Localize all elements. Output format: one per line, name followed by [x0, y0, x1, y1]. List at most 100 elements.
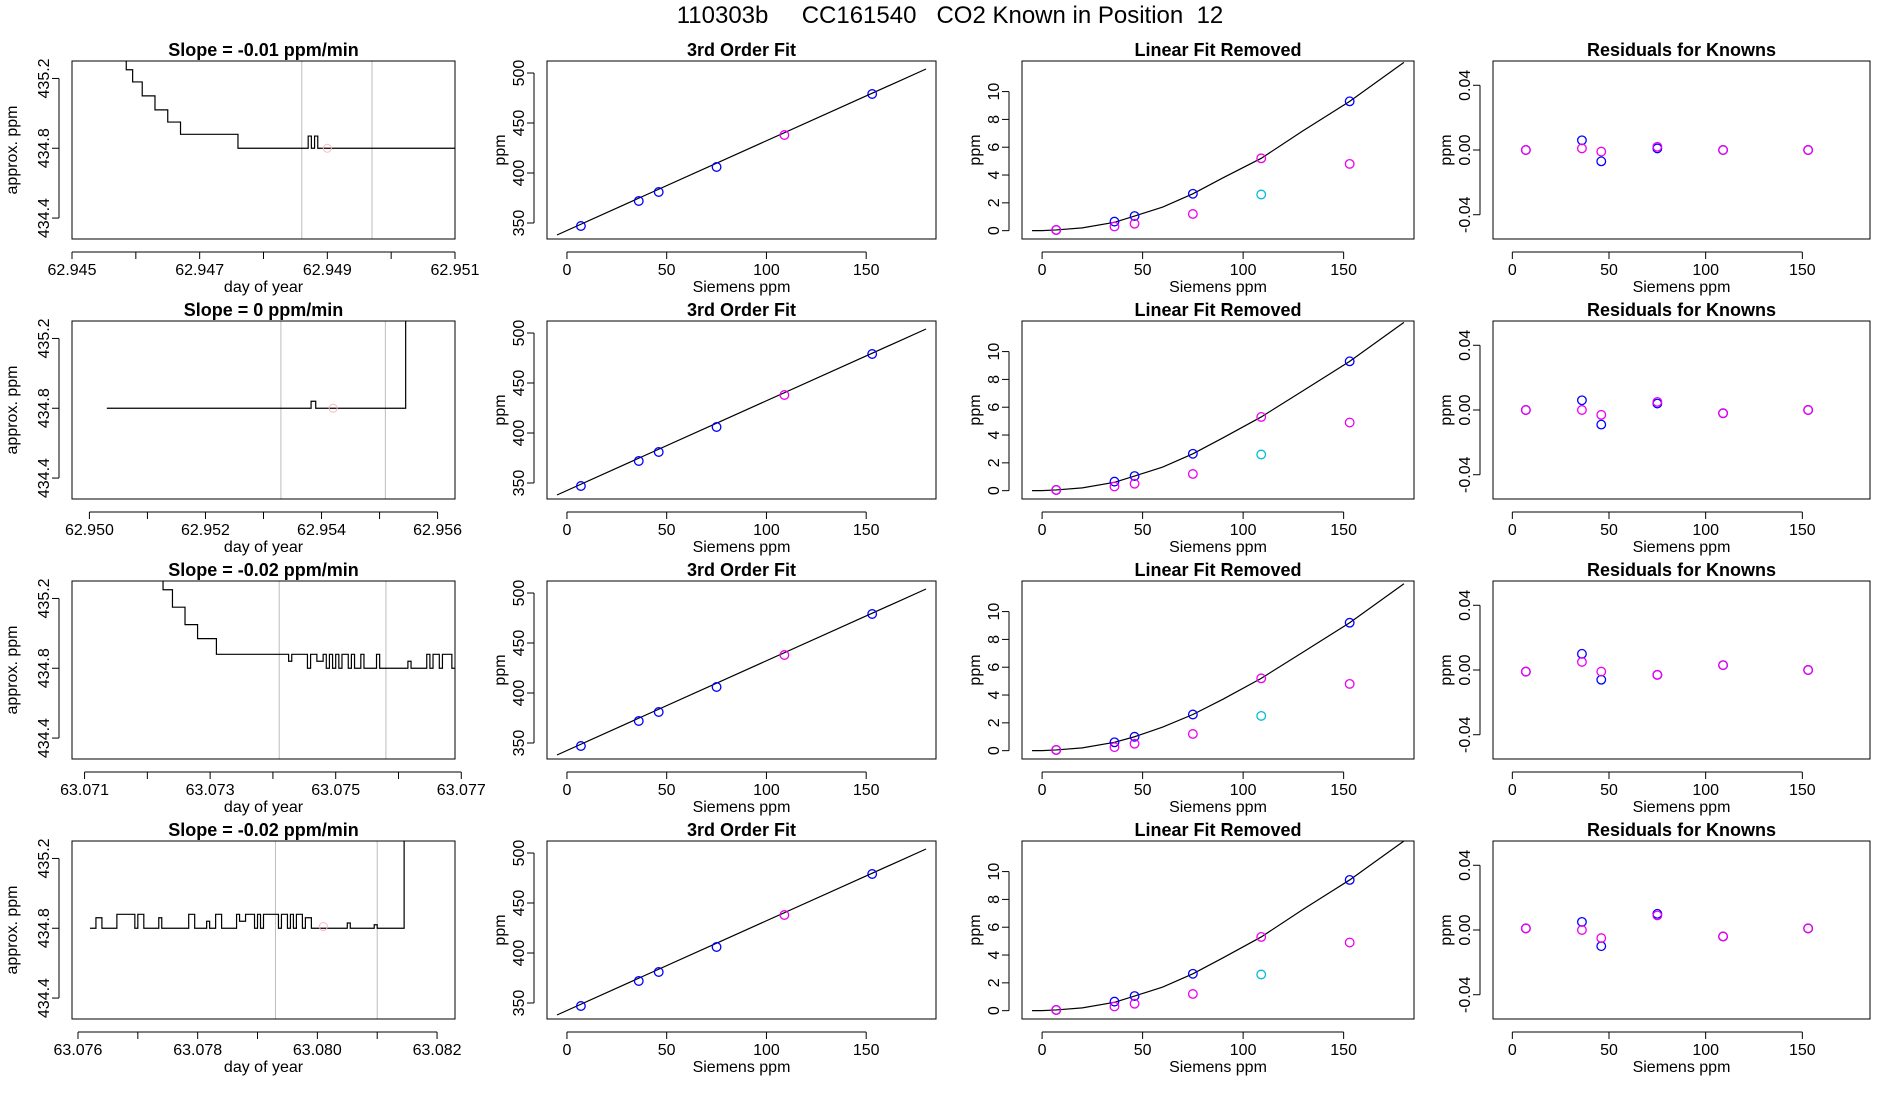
- point-blue: [1596, 941, 1607, 952]
- y-tick-label-500: 500: [511, 580, 528, 607]
- point-magenta: [1344, 158, 1355, 169]
- x-tick-label-62-954: 62.954: [297, 522, 346, 539]
- point-magenta: [1051, 485, 1062, 495]
- panel-title: 3rd Order Fit: [687, 300, 796, 320]
- y-axis-label: approx. ppm: [4, 366, 21, 455]
- point-blue: [1576, 648, 1587, 659]
- y-tick-label-0-04: 0.04: [1457, 330, 1474, 361]
- y-tick-label-500: 500: [511, 60, 528, 87]
- plot-area: [1032, 841, 1405, 1015]
- x-tick-label-150: 150: [1330, 522, 1357, 539]
- point-blue: [711, 942, 722, 952]
- panel-r3-c2: 3rd Order Fit 0 50 100 150 Siemens ppm 350 400 4…: [492, 560, 937, 816]
- panel-title: Linear Fit Removed: [1134, 820, 1301, 840]
- x-tick-label-100: 100: [1692, 522, 1719, 539]
- point-cyan: [1256, 969, 1267, 980]
- trace-line: [106, 321, 407, 409]
- point-blue: [1109, 216, 1120, 227]
- x-tick-label-0: 0: [1508, 1042, 1517, 1059]
- panel-title: Linear Fit Removed: [1134, 560, 1301, 580]
- point-magenta: [1344, 678, 1355, 689]
- point-blue: [1129, 211, 1140, 222]
- x-tick-label-100: 100: [1692, 262, 1719, 279]
- point-magenta: [1520, 145, 1531, 155]
- y-tick-label-10: 10: [986, 863, 1003, 881]
- panel-title: 3rd Order Fit: [687, 820, 796, 840]
- plot-area: [1032, 583, 1405, 755]
- y-tick-label-434-4: 434.4: [36, 718, 53, 758]
- y-axis-label: ppm: [492, 654, 509, 685]
- y-axis-label: ppm: [967, 134, 984, 165]
- panel-title: Residuals for Knowns: [1587, 820, 1776, 840]
- y-tick-label-400: 400: [511, 420, 528, 447]
- plot-area: [556, 588, 927, 756]
- point-blue: [867, 89, 878, 99]
- y-tick-label-2: 2: [986, 718, 1003, 727]
- x-tick-label-100: 100: [1230, 782, 1257, 799]
- y-tick-label-4: 4: [986, 170, 1003, 179]
- x-tick-label-150: 150: [1789, 522, 1816, 539]
- x-tick-label-62-947: 62.947: [175, 262, 224, 279]
- panel-title: Slope = -0.02 ppm/min: [168, 820, 359, 840]
- plot-frame: [1492, 580, 1871, 760]
- x-axis-label: Siemens ppm: [1633, 799, 1731, 816]
- panel-title: 3rd Order Fit: [687, 40, 796, 60]
- x-tick-label-150: 150: [1330, 1042, 1357, 1059]
- x-tick-label-50: 50: [1134, 782, 1152, 799]
- plot-area: [1520, 135, 1814, 167]
- y-tick-label-434-4: 434.4: [36, 458, 53, 498]
- y-tick-label-0: 0.00: [1457, 914, 1474, 945]
- point-magenta: [1718, 408, 1729, 419]
- y-tick-label-435-2: 435.2: [36, 578, 53, 618]
- plot-frame: [1021, 840, 1415, 1020]
- y-tick-label-350: 350: [511, 210, 528, 237]
- point-magenta: [1129, 738, 1140, 749]
- y-axis-label: ppm: [492, 134, 509, 165]
- panel-title: Slope = -0.01 ppm/min: [168, 40, 359, 60]
- plot-area: [89, 841, 405, 1019]
- plot-frame: [546, 840, 937, 1020]
- point-magenta: [1109, 1001, 1120, 1012]
- panel-title: Residuals for Knowns: [1587, 560, 1776, 580]
- panel-r4-c1: Slope = -0.02 ppm/min 63.076 63.078 63.080 6…: [4, 820, 462, 1076]
- x-tick-label-63-075: 63.075: [311, 782, 360, 799]
- y-tick-label-0: 0.00: [1457, 134, 1474, 165]
- point-blue: [1344, 617, 1355, 628]
- x-axis-label: Siemens ppm: [693, 1059, 791, 1076]
- point-magenta: [1109, 481, 1120, 492]
- y-axis-label: ppm: [1438, 134, 1455, 165]
- point-magenta: [1256, 932, 1267, 942]
- panel-title: Slope = 0 ppm/min: [184, 300, 344, 320]
- point-magenta: [1129, 478, 1140, 489]
- x-tick-label-100: 100: [753, 782, 780, 799]
- y-tick-label-6: 6: [986, 663, 1003, 672]
- point-blue: [867, 869, 878, 879]
- point-magenta: [1576, 405, 1587, 415]
- point-magenta: [1596, 409, 1607, 420]
- panel-r3-c4: Residuals for Knowns 0 50 100 150 Siemens ppm…: [1438, 560, 1871, 816]
- y-tick-label-8: 8: [986, 115, 1003, 124]
- point-magenta: [1652, 141, 1663, 152]
- point-magenta: [1256, 673, 1267, 684]
- x-axis-label: Siemens ppm: [1169, 539, 1267, 556]
- point-magenta: [1187, 469, 1198, 479]
- point-blue: [1129, 991, 1140, 1002]
- point-magenta: [1596, 933, 1607, 944]
- point-blue: [633, 196, 644, 206]
- point-blue: [1344, 96, 1355, 107]
- y-axis-label: ppm: [967, 914, 984, 945]
- panel-r4-c2: 3rd Order Fit 0 50 100 150 Siemens ppm 350 400 4…: [492, 820, 937, 1076]
- point-magenta: [1803, 145, 1814, 155]
- y-tick-label-6: 6: [986, 923, 1003, 932]
- panel-title: Linear Fit Removed: [1134, 40, 1301, 60]
- y-tick-label-434-4: 434.4: [36, 978, 53, 1018]
- plot-frame: [546, 320, 937, 500]
- point-magenta: [779, 130, 790, 140]
- x-tick-label-63-076: 63.076: [54, 1042, 103, 1059]
- x-tick-label-0: 0: [1038, 782, 1047, 799]
- y-tick-label-6: 6: [986, 143, 1003, 152]
- point-magenta: [1129, 998, 1140, 1009]
- y-tick-label-434-8: 434.8: [36, 388, 53, 428]
- x-tick-label-150: 150: [853, 1042, 880, 1059]
